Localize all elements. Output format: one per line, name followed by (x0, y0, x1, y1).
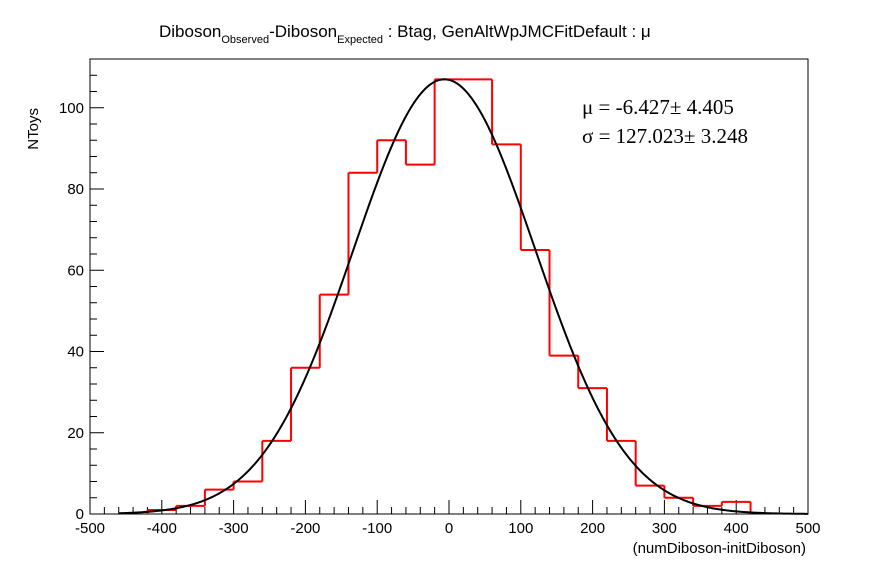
x-tick-label: 200 (580, 520, 605, 537)
y-tick-label: 20 (67, 425, 84, 442)
title-part2: -Diboson (269, 22, 337, 41)
y-tick-label: 0 (76, 506, 84, 523)
gaussian-fit-curve (118, 78, 809, 515)
x-tick-label: -300 (219, 520, 249, 537)
x-tick-label: -500 (75, 520, 105, 537)
x-tick-label: 500 (795, 520, 820, 537)
x-tick-label: 400 (724, 520, 749, 537)
x-tick-label: -200 (290, 520, 320, 537)
title-sub1: Observed (221, 34, 269, 46)
x-axis-label: (numDiboson-initDiboson) (633, 540, 806, 557)
x-tick-label: -400 (147, 520, 177, 537)
chart-title: DibosonObserved-DibosonExpected : Btag, … (159, 22, 651, 46)
stat-sigma: σ = 127.023± 3.248 (582, 124, 748, 148)
axis-tick-labels: -500 -400 -300 -200 -100 0 100 200 300 400 500 0 20 4… (59, 100, 821, 537)
y-tick-label: 100 (59, 100, 84, 117)
x-tick-label: 0 (445, 520, 453, 537)
y-axis-label: NToys (25, 108, 42, 150)
x-tick-label: 300 (652, 520, 677, 537)
x-tick-label: 100 (508, 520, 533, 537)
y-tick-label: 80 (67, 181, 84, 198)
title-part3: : Btag, GenAltWpJMCFitDefault : μ (383, 22, 651, 41)
axis-ticks (89, 58, 809, 515)
title-sub2: Expected (337, 34, 383, 46)
stat-mu: μ = -6.427± 4.405 (582, 95, 734, 119)
x-tick-label: -100 (362, 520, 392, 537)
title-part1: Diboson (159, 22, 221, 41)
y-tick-label: 60 (67, 262, 84, 279)
y-tick-label: 40 (67, 344, 84, 361)
